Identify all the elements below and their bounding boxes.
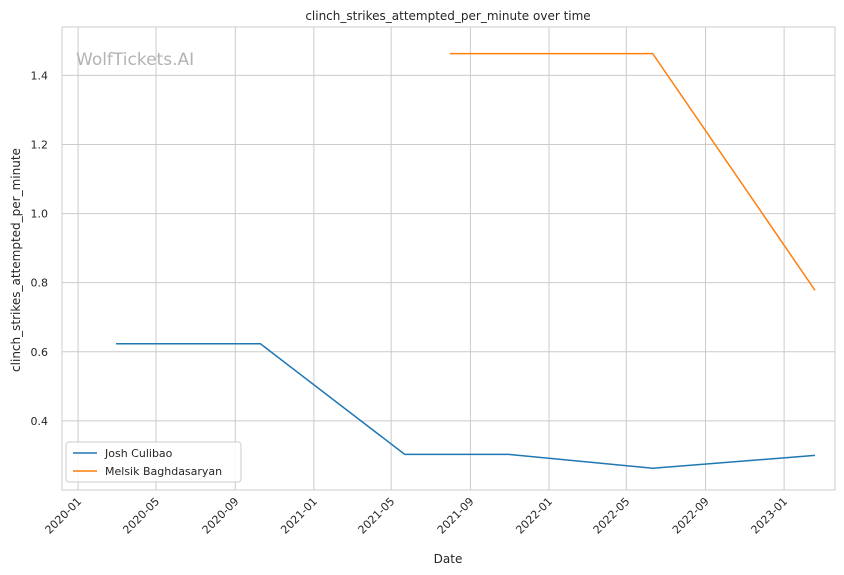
grid: [62, 27, 835, 490]
y-tick-label: 0.4: [31, 415, 49, 428]
x-tick-label: 2021-05: [356, 495, 398, 537]
x-tick-label: 2022-01: [513, 495, 555, 537]
x-tick-label: 2020-05: [120, 495, 162, 537]
series-line-1: [449, 52, 816, 291]
legend-label: Melsik Baghdasaryan: [105, 465, 222, 478]
x-tick-label: 2021-09: [435, 495, 477, 537]
legend: Josh Culibao Melsik Baghdasaryan: [65, 441, 242, 483]
chart-title: clinch_strikes_attempted_per_minute over…: [305, 9, 590, 23]
y-tick-label: 1.4: [31, 69, 49, 82]
legend-box: [65, 441, 242, 483]
legend-label: Josh Culibao: [104, 447, 173, 460]
x-tick-label: 2023-01: [749, 495, 791, 537]
x-tick-label: 2022-09: [670, 495, 712, 537]
y-tick-label: 0.8: [31, 277, 49, 290]
y-tick-label: 1.2: [31, 138, 49, 151]
x-tick-label: 2021-01: [278, 495, 320, 537]
y-axis-label: clinch_strikes_attempted_per_minute: [9, 148, 23, 372]
x-axis-label: Date: [434, 552, 463, 566]
plot-area: [61, 26, 836, 491]
y-tick-label: 0.6: [31, 346, 49, 359]
series-line-0: [116, 343, 816, 469]
x-tick-label: 2020-09: [200, 495, 242, 537]
watermark: WolfTickets.AI: [76, 50, 194, 70]
x-tick-labels: 2020-01 2020-05 2020-09 2021-01 2021-05 2021-…: [43, 495, 791, 537]
x-tick-label: 2022-05: [591, 495, 633, 537]
series-layer: [116, 52, 816, 469]
y-tick-label: 1.0: [31, 208, 49, 221]
y-tick-labels: 0.4 0.6 0.8 1.0 1.2 1.4: [31, 69, 49, 428]
x-tick-label: 2020-01: [43, 495, 85, 537]
